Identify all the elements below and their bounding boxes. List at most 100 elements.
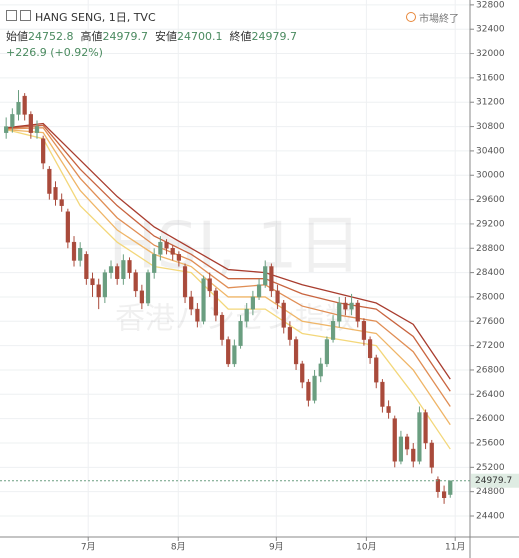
- candle-body: [232, 345, 237, 365]
- candle-body: [250, 296, 255, 310]
- y-tick-label: 32400: [476, 25, 505, 35]
- y-tick-label: 28400: [476, 268, 505, 278]
- candle-body: [441, 491, 447, 499]
- ribbon-line: [6, 124, 451, 392]
- candle-body: [293, 339, 299, 365]
- candle-body: [182, 266, 188, 298]
- candle-body: [226, 339, 231, 365]
- watermark: HSI, 1日: [108, 210, 361, 284]
- candle-body: [300, 363, 305, 383]
- y-tick-label: 26400: [476, 390, 505, 400]
- y-tick-label: 29200: [476, 219, 505, 229]
- candle-body: [145, 272, 151, 304]
- candle-body: [152, 254, 157, 273]
- ribbon-line: [6, 128, 451, 450]
- candle-body: [59, 199, 64, 206]
- x-tick-label: 9月: [269, 542, 284, 553]
- y-tick-label: 26000: [476, 414, 505, 424]
- candle-body: [355, 302, 360, 322]
- y-tick-label: 32000: [476, 49, 505, 59]
- candle-body: [201, 278, 206, 322]
- y-tick-label: 28000: [476, 292, 505, 302]
- candle-body: [16, 101, 21, 115]
- x-tick-label: 10月: [356, 542, 376, 553]
- y-tick-label: 25600: [476, 438, 505, 448]
- candle-body: [78, 248, 83, 261]
- last-price-label: 24979.7: [475, 476, 512, 486]
- candle-body: [41, 138, 46, 164]
- candle-body: [435, 479, 441, 492]
- candle-body: [195, 308, 200, 322]
- candle-body: [170, 248, 175, 255]
- y-tick-label: 24400: [476, 512, 505, 522]
- header-title: HANG SENG, 1日, TVC: [6, 9, 156, 25]
- candle-body: [53, 187, 58, 200]
- ribbon-line: [6, 127, 451, 407]
- y-tick-label: 28800: [476, 244, 505, 254]
- status: 市場終了: [406, 10, 459, 25]
- y-tick-label: 30400: [476, 146, 505, 156]
- candle-body: [324, 339, 330, 365]
- x-tick-label: 11月: [445, 542, 465, 553]
- candle-body: [423, 412, 428, 444]
- x-tick-label: 8月: [171, 542, 186, 553]
- candle-body: [392, 418, 397, 462]
- candle-body: [269, 266, 274, 292]
- value: 24979.7: [251, 30, 298, 43]
- candle-body: [84, 254, 89, 279]
- candle-body: [337, 302, 342, 322]
- candle-body: [10, 114, 15, 127]
- candle-body: [47, 168, 52, 194]
- title: HANG SENG, 1日, TVC: [35, 11, 156, 24]
- watermark-sub: 香港ハンセン指数: [115, 302, 355, 337]
- label: 安値: [155, 30, 177, 43]
- x-tick-label: 7月: [81, 542, 96, 553]
- change: +226.9 (+0.92%): [6, 46, 103, 59]
- y-tick-label: 27200: [476, 341, 505, 351]
- label: 始値: [6, 30, 28, 43]
- candle-body: [22, 95, 27, 115]
- icon: [20, 10, 31, 21]
- ribbon-line: [6, 128, 451, 426]
- candle-body: [367, 339, 373, 359]
- label: 終値: [229, 30, 252, 43]
- candle-body: [287, 327, 292, 340]
- status-text: 市場終了: [419, 14, 459, 25]
- candle-body: [34, 126, 40, 133]
- candle-body: [417, 412, 422, 462]
- y-tick-label: 24800: [476, 487, 505, 497]
- label: 高値: [80, 30, 103, 43]
- candle-body: [256, 284, 262, 298]
- candle-body: [90, 278, 95, 286]
- y-tick-label: 26800: [476, 365, 505, 375]
- candle-body: [96, 284, 101, 298]
- candle-body: [386, 406, 391, 413]
- candle-body: [318, 363, 323, 377]
- y-tick-label: 30800: [476, 122, 505, 132]
- candle-body: [404, 436, 410, 450]
- candle-body: [4, 126, 9, 133]
- candle-body: [213, 290, 218, 316]
- y-tick-label: 32800: [476, 0, 505, 10]
- candle-body: [411, 448, 416, 462]
- candle-body: [263, 266, 268, 286]
- candle-body: [306, 381, 311, 401]
- icon: [6, 10, 17, 21]
- value: 24700.1: [177, 30, 223, 43]
- last-price-tag: [471, 473, 519, 488]
- candle-body: [102, 272, 107, 298]
- y-tick-label: 31600: [476, 73, 505, 83]
- candle-body: [361, 321, 367, 340]
- candle-body: [164, 241, 169, 249]
- candle-body: [275, 290, 280, 304]
- candle-body: [343, 302, 348, 310]
- candle-body: [207, 278, 212, 292]
- y-tick-label: 25200: [476, 463, 505, 473]
- candle-body: [133, 272, 138, 292]
- candle-body: [312, 375, 317, 401]
- candle-body: [65, 211, 70, 243]
- ohlc-line: 始値24752.8 高値24979.7 安値24700.1 終値24979.7: [6, 28, 297, 44]
- candle-body: [139, 290, 144, 304]
- candle-body: [398, 436, 404, 462]
